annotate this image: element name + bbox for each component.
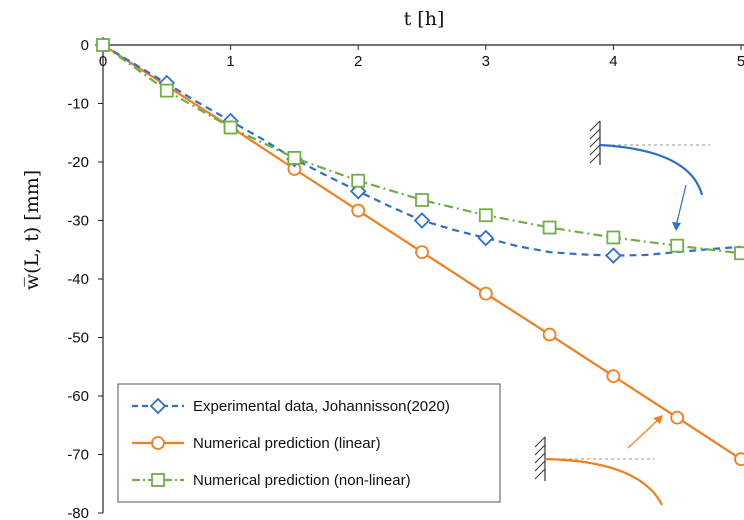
legend-label: Experimental data, Johannisson(2020) [193, 398, 450, 415]
legend-swatch-marker [151, 436, 165, 450]
legend-label: Numerical prediction (linear) [193, 435, 381, 452]
data-point [478, 208, 493, 223]
legend-swatch-marker [151, 473, 165, 487]
data-point [734, 452, 744, 467]
y-tick-label: -70 [67, 447, 89, 464]
x-tick-label: 0 [99, 53, 107, 70]
data-point [413, 212, 431, 229]
wall-hatch [534, 436, 546, 480]
series-line [102, 44, 742, 255]
data-point [351, 203, 366, 218]
data-point [605, 247, 622, 264]
y-axis-title: w̅(L, t) [mm] [21, 170, 43, 290]
y-tick-label: -10 [67, 96, 89, 113]
series-2 [96, 38, 744, 261]
beam-insets [534, 120, 710, 506]
y-tick-label: -40 [67, 271, 89, 288]
data-point [223, 120, 238, 135]
data-point [542, 327, 557, 342]
y-tick-label: -50 [67, 330, 89, 347]
x-tick-label: 5 [737, 53, 744, 70]
data-point [542, 220, 557, 235]
data-point [734, 246, 744, 261]
data-point [606, 230, 621, 245]
deformed-beam [544, 457, 663, 506]
y-tick-label: -30 [67, 213, 89, 230]
axes: 0 1 2 3 4 5 0 -10 -20 -30 -40 -50 -60 -70 -80 t [h] w̅(L… [21, 8, 744, 520]
x-tick-label: 4 [609, 53, 617, 70]
series-layer [94, 36, 744, 467]
beam-inset-nonlinear [589, 120, 710, 231]
data-point [349, 182, 367, 200]
data-point [415, 245, 429, 259]
data-point [670, 238, 685, 253]
y-tick-label: -60 [67, 388, 89, 405]
pointer-arrow [627, 419, 659, 449]
data-point [670, 410, 685, 425]
data-point [478, 286, 493, 301]
data-point [351, 173, 366, 188]
x-tick-label: 1 [226, 53, 234, 70]
pointer-arrow [675, 184, 687, 227]
data-point [477, 229, 495, 247]
legend-label: Numerical prediction (non-linear) [193, 472, 411, 489]
x-tick-label: 3 [482, 53, 490, 70]
wall-hatch [589, 120, 601, 164]
legend: Experimental data, Johannisson(2020) Nume… [117, 383, 501, 503]
deformed-beam [599, 143, 704, 196]
data-point [415, 193, 429, 207]
data-point [287, 151, 302, 165]
y-tick-label: 0 [81, 37, 89, 54]
beam-inset-linear [534, 415, 663, 506]
pointer-arrow-head [672, 222, 681, 231]
data-point [96, 38, 110, 52]
data-point [159, 83, 174, 98]
y-tick-label: -20 [67, 154, 89, 171]
y-tick-label: -80 [67, 505, 89, 520]
pointer-arrow-head [653, 415, 663, 424]
data-point [606, 369, 621, 384]
x-axis-title: t [h] [404, 8, 445, 30]
legend-swatch-marker [149, 397, 167, 415]
x-tick-label: 2 [354, 53, 362, 70]
